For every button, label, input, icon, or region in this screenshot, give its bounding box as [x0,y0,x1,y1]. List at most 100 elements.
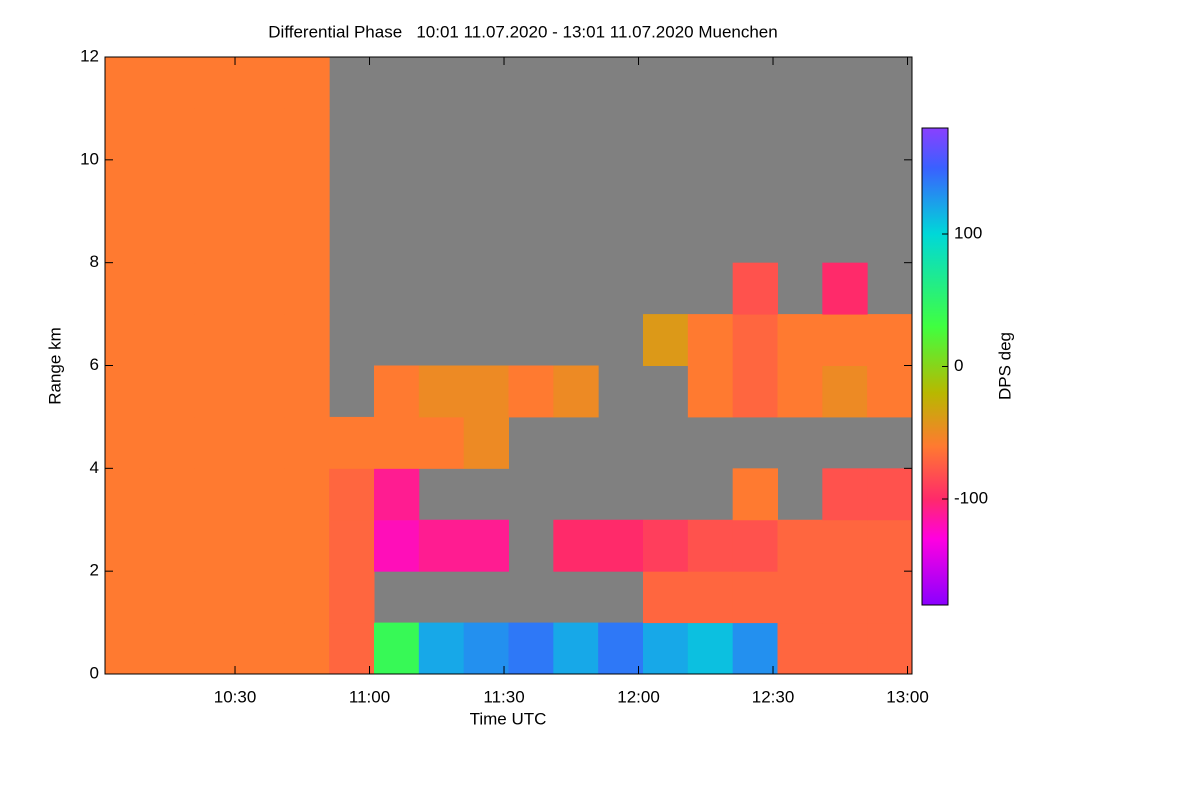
heat-cell [239,57,285,109]
heat-cell [867,519,913,572]
heat-cell [284,519,330,572]
y-axis-label: Range km [45,327,64,404]
heat-cell [732,622,778,675]
heat-cell [194,314,240,366]
heat-cell [149,108,196,161]
heat-cell [194,211,240,264]
heat-cell [777,622,823,675]
heat-cell [284,365,330,418]
heat-cell [284,416,330,469]
colorbar-tick-label: 100 [954,223,982,242]
y-tick-label: 4 [90,458,99,477]
heat-cell [867,365,913,418]
x-tick-label: 12:00 [617,687,660,706]
heat-cell [867,571,913,624]
x-tick-label: 11:00 [349,687,390,706]
heat-cell [149,211,196,264]
heat-cell [239,571,285,624]
heat-cell [822,519,868,572]
heat-cell [732,314,778,366]
heat-cell [598,519,644,572]
heat-cell [149,622,196,675]
heat-cell [687,365,734,418]
heat-cell [284,571,330,624]
heat-cell [149,468,196,521]
heat-cell [239,159,285,212]
heat-cell [329,416,375,469]
x-axis-label: Time UTC [470,709,547,728]
heat-cell [239,314,285,366]
heat-cell [194,365,240,418]
heat-cell [239,262,285,315]
heat-cell [732,571,778,624]
heat-cell [867,622,913,675]
heat-cell [239,622,285,675]
heat-cell [553,519,599,572]
heat-cell [822,468,868,521]
heat-cell [194,108,240,161]
heat-cell [105,314,151,366]
heat-cell [284,108,330,161]
heat-cell [867,468,913,521]
heat-cell [239,108,285,161]
heat-cell [732,468,778,521]
heat-cell [643,571,689,624]
y-tick-label: 12 [80,46,99,65]
heat-cell [329,468,375,521]
heat-cell [239,416,285,469]
heat-cell [194,571,240,624]
heat-cell [105,519,151,572]
heat-cell [239,365,285,418]
heat-cell [149,416,196,469]
heat-cell [329,519,375,572]
heat-cell [643,622,689,675]
heat-cell [822,262,868,315]
heat-cell [732,519,778,572]
heat-cell [105,571,151,624]
heat-cell [418,622,465,675]
x-tick-label: 13:00 [886,687,929,706]
heat-cell [284,211,330,264]
heat-cell [105,416,151,469]
heat-cell [239,519,285,572]
heat-cell [105,57,151,109]
heat-cell [194,416,240,469]
heat-cell [553,365,599,418]
heat-cell [508,622,554,675]
heat-cell [463,416,509,469]
x-tick-label: 11:30 [483,687,524,706]
heat-cell [687,519,734,572]
heat-cell [149,159,196,212]
heat-cell [732,262,778,315]
y-tick-label: 0 [90,663,99,682]
heat-cell [194,622,240,675]
heat-cell [687,571,734,624]
heat-cell [194,519,240,572]
heat-cell [194,57,240,109]
heat-cell [105,211,151,264]
chart-title: Differential Phase 10:01 11.07.2020 - 13… [268,22,777,41]
heat-cell [194,262,240,315]
colorbar-tick-label: -100 [954,488,988,507]
heat-cell [239,468,285,521]
heat-cell [508,365,554,418]
heat-cell [284,57,330,109]
heat-cell [777,519,823,572]
heat-cell [284,622,330,675]
y-tick-label: 2 [90,561,99,580]
heat-cell [777,314,823,366]
heat-cell [822,314,868,366]
heat-cell [643,314,689,366]
heat-cell [553,622,599,675]
heat-cell [329,571,375,624]
heat-cell [418,519,465,572]
heat-cell [149,519,196,572]
heat-cell [149,365,196,418]
heat-cell [463,365,509,418]
heat-cell [194,468,240,521]
heat-cell [374,365,420,418]
heat-cell [105,622,151,675]
heat-cell [687,314,734,366]
heat-cell [105,365,151,418]
